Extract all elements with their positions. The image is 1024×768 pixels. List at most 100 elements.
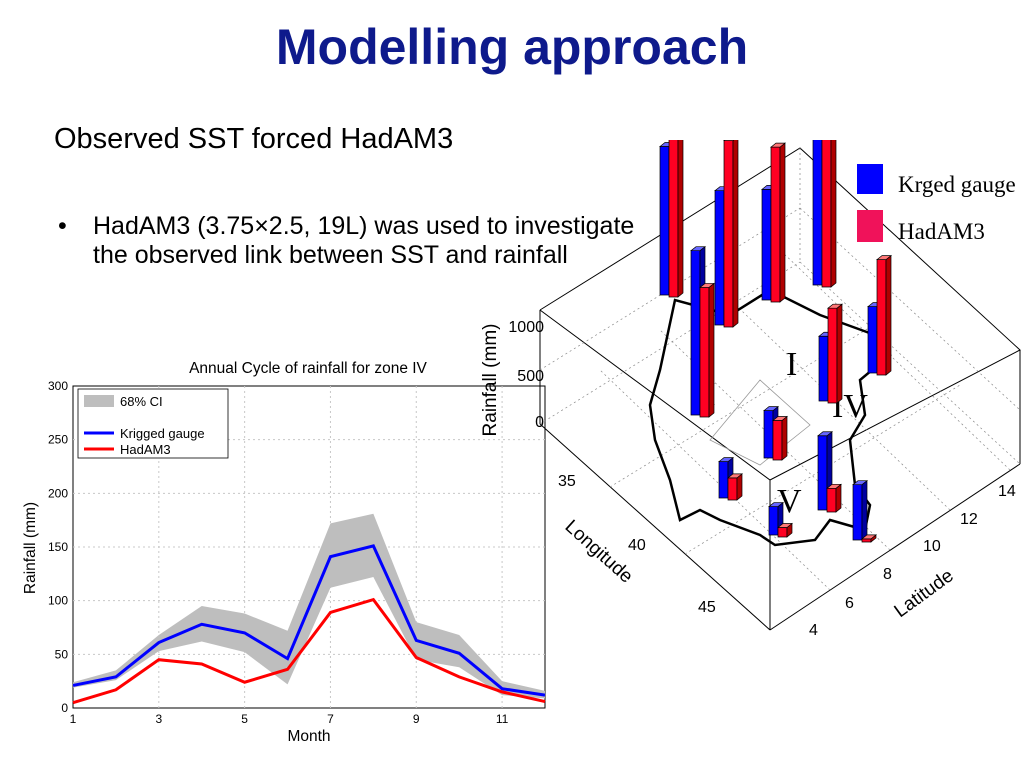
- x-tick-label: 3: [155, 712, 162, 726]
- legend-label-hadam3: HadAM3: [120, 442, 171, 457]
- bar-side: [736, 473, 743, 501]
- series-layer: [72, 544, 546, 705]
- bar-top: [861, 534, 877, 540]
- lat-tick-14: 14: [998, 483, 1016, 500]
- bar-face: [812, 140, 823, 286]
- legend: 68% CI Krigged gauge HadAM3: [77, 388, 229, 459]
- bar-side: [708, 282, 715, 418]
- lon-tick-35: 35: [558, 473, 576, 490]
- bar-face: [727, 477, 738, 501]
- y-tick-label: 0: [61, 701, 68, 715]
- legend-swatch-gauge-3d: [857, 164, 883, 194]
- bar-top: [876, 255, 892, 261]
- bar-top: [817, 431, 833, 437]
- bar-gauge: [852, 479, 868, 541]
- y-tick-label: 250: [48, 433, 68, 447]
- legend-label-gauge-3d: Krged gauge: [898, 172, 1016, 197]
- slide-subtitle: Observed SST forced HadAM3: [54, 123, 454, 155]
- 3d-box: [539, 147, 1021, 631]
- longitude-label: Longitude: [561, 516, 637, 587]
- legend-swatch-hadam3-3d: [857, 210, 883, 242]
- lat-tick-12: 12: [960, 511, 978, 528]
- z-axis-label: Rainfall (mm): [480, 324, 501, 437]
- bar-top: [727, 473, 743, 479]
- bar-top: [718, 457, 734, 463]
- chart-title: Annual Cycle of rainfall for zone IV: [189, 360, 427, 377]
- bar-top: [777, 523, 793, 528]
- x-tick-label: 9: [413, 712, 420, 726]
- slide-title: Modelling approach: [275, 19, 749, 75]
- lat-tick-4: 4: [809, 622, 818, 639]
- bar-hadam3: [727, 473, 743, 501]
- bar-face: [826, 487, 837, 513]
- bar-face: [659, 146, 670, 296]
- bar-face: [777, 527, 788, 538]
- y-tick-label: 200: [48, 486, 68, 500]
- bar-face: [770, 146, 781, 303]
- bar-hadam3: [699, 282, 715, 418]
- bar-face: [761, 189, 772, 301]
- y-tick-label: 150: [48, 540, 68, 554]
- bar-hadam3: [772, 415, 788, 461]
- bar-face: [876, 259, 887, 376]
- bar-face: [827, 307, 838, 404]
- bar-side: [677, 140, 684, 298]
- bar-side: [732, 140, 739, 328]
- bar-face: [763, 410, 774, 459]
- bar-hadam3: [723, 140, 739, 328]
- bar-side: [885, 254, 892, 376]
- bar-top: [770, 142, 786, 148]
- bar-face: [852, 484, 863, 541]
- bar-face: [718, 461, 729, 499]
- bar-face: [818, 335, 829, 402]
- y-axis-label: Rainfall (mm): [22, 502, 39, 594]
- bar-face: [772, 420, 783, 461]
- legend-swatch-ci: [84, 395, 114, 407]
- bar-side: [781, 415, 788, 461]
- y-tick-label: 50: [55, 647, 69, 661]
- lon-tick-45: 45: [698, 599, 716, 616]
- series-line-krigged-gauge: [72, 544, 546, 697]
- bar-side: [779, 142, 786, 303]
- latitude-label: Latitude: [891, 565, 958, 622]
- bar-top: [852, 480, 868, 486]
- zone-label-I: I: [786, 346, 797, 383]
- lat-tick-6: 6: [845, 595, 854, 612]
- x-axis-label: Month: [287, 728, 330, 745]
- bar-side: [835, 483, 842, 513]
- bar-side: [836, 303, 843, 404]
- bar-hadam3: [861, 534, 877, 543]
- bar-face: [714, 190, 725, 326]
- annual-cycle-chart: Annual Cycle of rainfall for zone IV Mon…: [22, 360, 546, 745]
- bar-face: [668, 140, 679, 298]
- bar-top: [772, 416, 788, 421]
- bar-hadam3: [826, 483, 842, 513]
- x-tick-label: 5: [241, 712, 248, 726]
- rainfall-3d-bar-chart: I II IV V 1000 500 0 Rainfall (mm) 35 40…: [480, 140, 1021, 639]
- z-tick-500: 500: [517, 368, 544, 385]
- series-line-hadam3: [72, 597, 546, 705]
- legend-3d: Krged gauge HadAM3: [857, 164, 1016, 244]
- x-tick-label: 1: [70, 712, 77, 726]
- bar-face: [817, 435, 828, 511]
- x-tick-label: 7: [327, 712, 334, 726]
- region-outline: [648, 288, 892, 547]
- tick-labels: 0 50 100 150 200 250 300 1 3 5 7 9 11: [48, 379, 509, 726]
- lat-tick-10: 10: [923, 538, 941, 555]
- y-tick-label: 100: [48, 594, 68, 608]
- bars-layer: [659, 140, 892, 543]
- bar-top: [768, 502, 784, 507]
- bar-top: [723, 140, 735, 141]
- bar-hadam3: [770, 142, 786, 303]
- bar-side: [830, 140, 837, 288]
- bar-top: [690, 246, 706, 252]
- zone-I-outline: [709, 379, 811, 466]
- y-tick-label: 300: [48, 379, 68, 393]
- bar-side: [861, 479, 868, 541]
- bar-hadam3: [827, 303, 843, 404]
- legend-label-hadam3-3d: HadAM3: [898, 219, 985, 244]
- bar-face: [723, 140, 734, 328]
- bar-face: [821, 140, 832, 288]
- z-axis: 1000 500 0 Rainfall (mm): [480, 319, 544, 436]
- lon-tick-40: 40: [628, 537, 646, 554]
